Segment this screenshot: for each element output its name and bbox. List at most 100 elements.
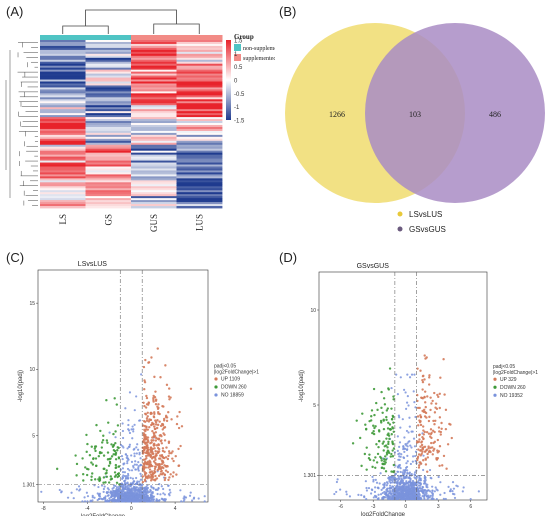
volcano-point-no xyxy=(407,484,410,487)
volcano-point-no xyxy=(391,489,394,492)
volcano-point-down xyxy=(380,421,383,424)
volcano-point-up xyxy=(167,450,171,453)
heatmap-cell xyxy=(40,134,86,138)
heatmap-cell xyxy=(40,123,86,126)
volcano-point-down xyxy=(372,459,376,462)
volcano-point-no xyxy=(477,490,480,493)
column-dendrogram xyxy=(62,9,200,34)
volcano-point-down xyxy=(95,464,98,467)
volcano-point-down xyxy=(109,475,112,478)
volcano-point-up xyxy=(427,432,431,435)
volcano-point-no xyxy=(388,480,391,483)
volcano-point-no xyxy=(123,471,127,474)
volcano-point-no xyxy=(384,491,388,494)
volcano-point-down xyxy=(377,445,380,449)
volcano-point-no xyxy=(126,462,129,465)
x-tick-label: 4 xyxy=(174,506,177,512)
volcano-point-up xyxy=(142,401,145,405)
heatmap-cell xyxy=(176,113,223,116)
volcano-point-no xyxy=(396,486,399,490)
volcano-point-no xyxy=(407,480,411,484)
volcano-point-no xyxy=(406,496,409,499)
volcano-point-up xyxy=(429,428,433,431)
volcano-point-no xyxy=(388,484,392,487)
volcano-point-no xyxy=(382,487,385,490)
group-bar-LUS xyxy=(176,35,223,40)
volcano-point-down xyxy=(375,401,378,405)
volcano-point-up xyxy=(148,425,151,429)
volcano-point-up xyxy=(142,433,146,437)
volcano-point-down xyxy=(86,442,89,446)
volcano-point-up xyxy=(156,419,159,422)
volcano-point-up xyxy=(438,430,441,433)
volcano-point-no xyxy=(396,485,399,488)
heatmap-cell xyxy=(176,136,223,140)
volcano-point-up xyxy=(150,356,153,359)
volcano-point-no xyxy=(150,494,154,497)
volcano-point-no xyxy=(345,493,348,496)
volcano-point-up xyxy=(143,428,146,432)
heatmap-cell xyxy=(131,148,177,152)
heatmap-cell xyxy=(131,146,177,150)
heatmap-cell xyxy=(131,126,177,130)
volcano-point-no xyxy=(406,448,409,451)
volcano-point-down xyxy=(101,441,104,444)
volcano-point-up xyxy=(151,429,154,433)
volcano-point-no xyxy=(146,489,149,492)
volcano-point-up xyxy=(430,436,433,440)
volcano-point-no xyxy=(406,442,409,445)
volcano-point-no xyxy=(112,489,116,493)
volcano-point-no xyxy=(152,500,155,503)
heatmap-cell xyxy=(85,89,132,92)
volcano-point-no xyxy=(382,483,385,486)
volcano-point-no xyxy=(424,482,427,485)
heatmap-cell xyxy=(40,144,86,148)
heatmap-cell xyxy=(176,134,223,138)
volcano-point-no xyxy=(411,430,414,433)
heatmap-cell xyxy=(40,138,86,142)
volcano-point-no xyxy=(136,489,139,492)
heatmap-cell xyxy=(131,75,177,78)
heatmap-cell xyxy=(85,204,132,207)
volcano-point-up xyxy=(142,365,146,369)
heatmap-cell xyxy=(176,63,223,67)
volcano-point-no xyxy=(372,478,375,481)
volcano-point-no xyxy=(405,429,409,433)
heatmap-cell xyxy=(176,111,223,114)
volcano-point-down xyxy=(112,432,115,436)
volcano-point-up xyxy=(440,427,443,430)
heatmap-cell xyxy=(85,109,132,112)
colorbar-tick: 1 xyxy=(234,52,238,58)
volcano-point-down xyxy=(391,414,394,418)
volcano-point-no xyxy=(335,490,338,494)
volcano-point-up xyxy=(424,458,427,461)
volcano-point-up xyxy=(427,445,430,448)
volcano-point-no xyxy=(396,492,399,495)
volcano-point-up xyxy=(146,415,149,418)
y-tick-label: 5 xyxy=(32,434,35,440)
volcano-point-no xyxy=(365,489,369,492)
volcano-point-no xyxy=(127,498,130,501)
volcano-point-no xyxy=(121,458,124,461)
venn-diagram: 1266 103 486 LSvsLUS GSvsGUS xyxy=(285,23,545,234)
volcano-point-no xyxy=(406,454,409,457)
volcano-point-down xyxy=(386,446,389,449)
heatmap-cell xyxy=(176,77,223,80)
volcano-point-no xyxy=(149,496,153,499)
volcano-point-down xyxy=(75,462,79,466)
volcano-legend-title: |log2FoldChange|>1 xyxy=(493,370,538,376)
volcano-point-no xyxy=(394,478,397,481)
volcano-point-no xyxy=(396,470,400,473)
volcano-point-up xyxy=(155,426,159,430)
volcano-point-no xyxy=(413,476,416,479)
volcano-point-up xyxy=(150,448,154,452)
volcano-point-no xyxy=(135,476,138,480)
heatmap-cell xyxy=(40,136,86,140)
venn-legend-dot xyxy=(397,226,403,232)
group-bar-GS xyxy=(85,35,132,40)
volcano-point-no xyxy=(127,423,130,427)
volcano-point-no xyxy=(102,490,105,493)
volcano-point-no xyxy=(439,493,442,496)
heatmap-cell xyxy=(40,91,86,94)
volcano-point-up xyxy=(142,439,145,443)
